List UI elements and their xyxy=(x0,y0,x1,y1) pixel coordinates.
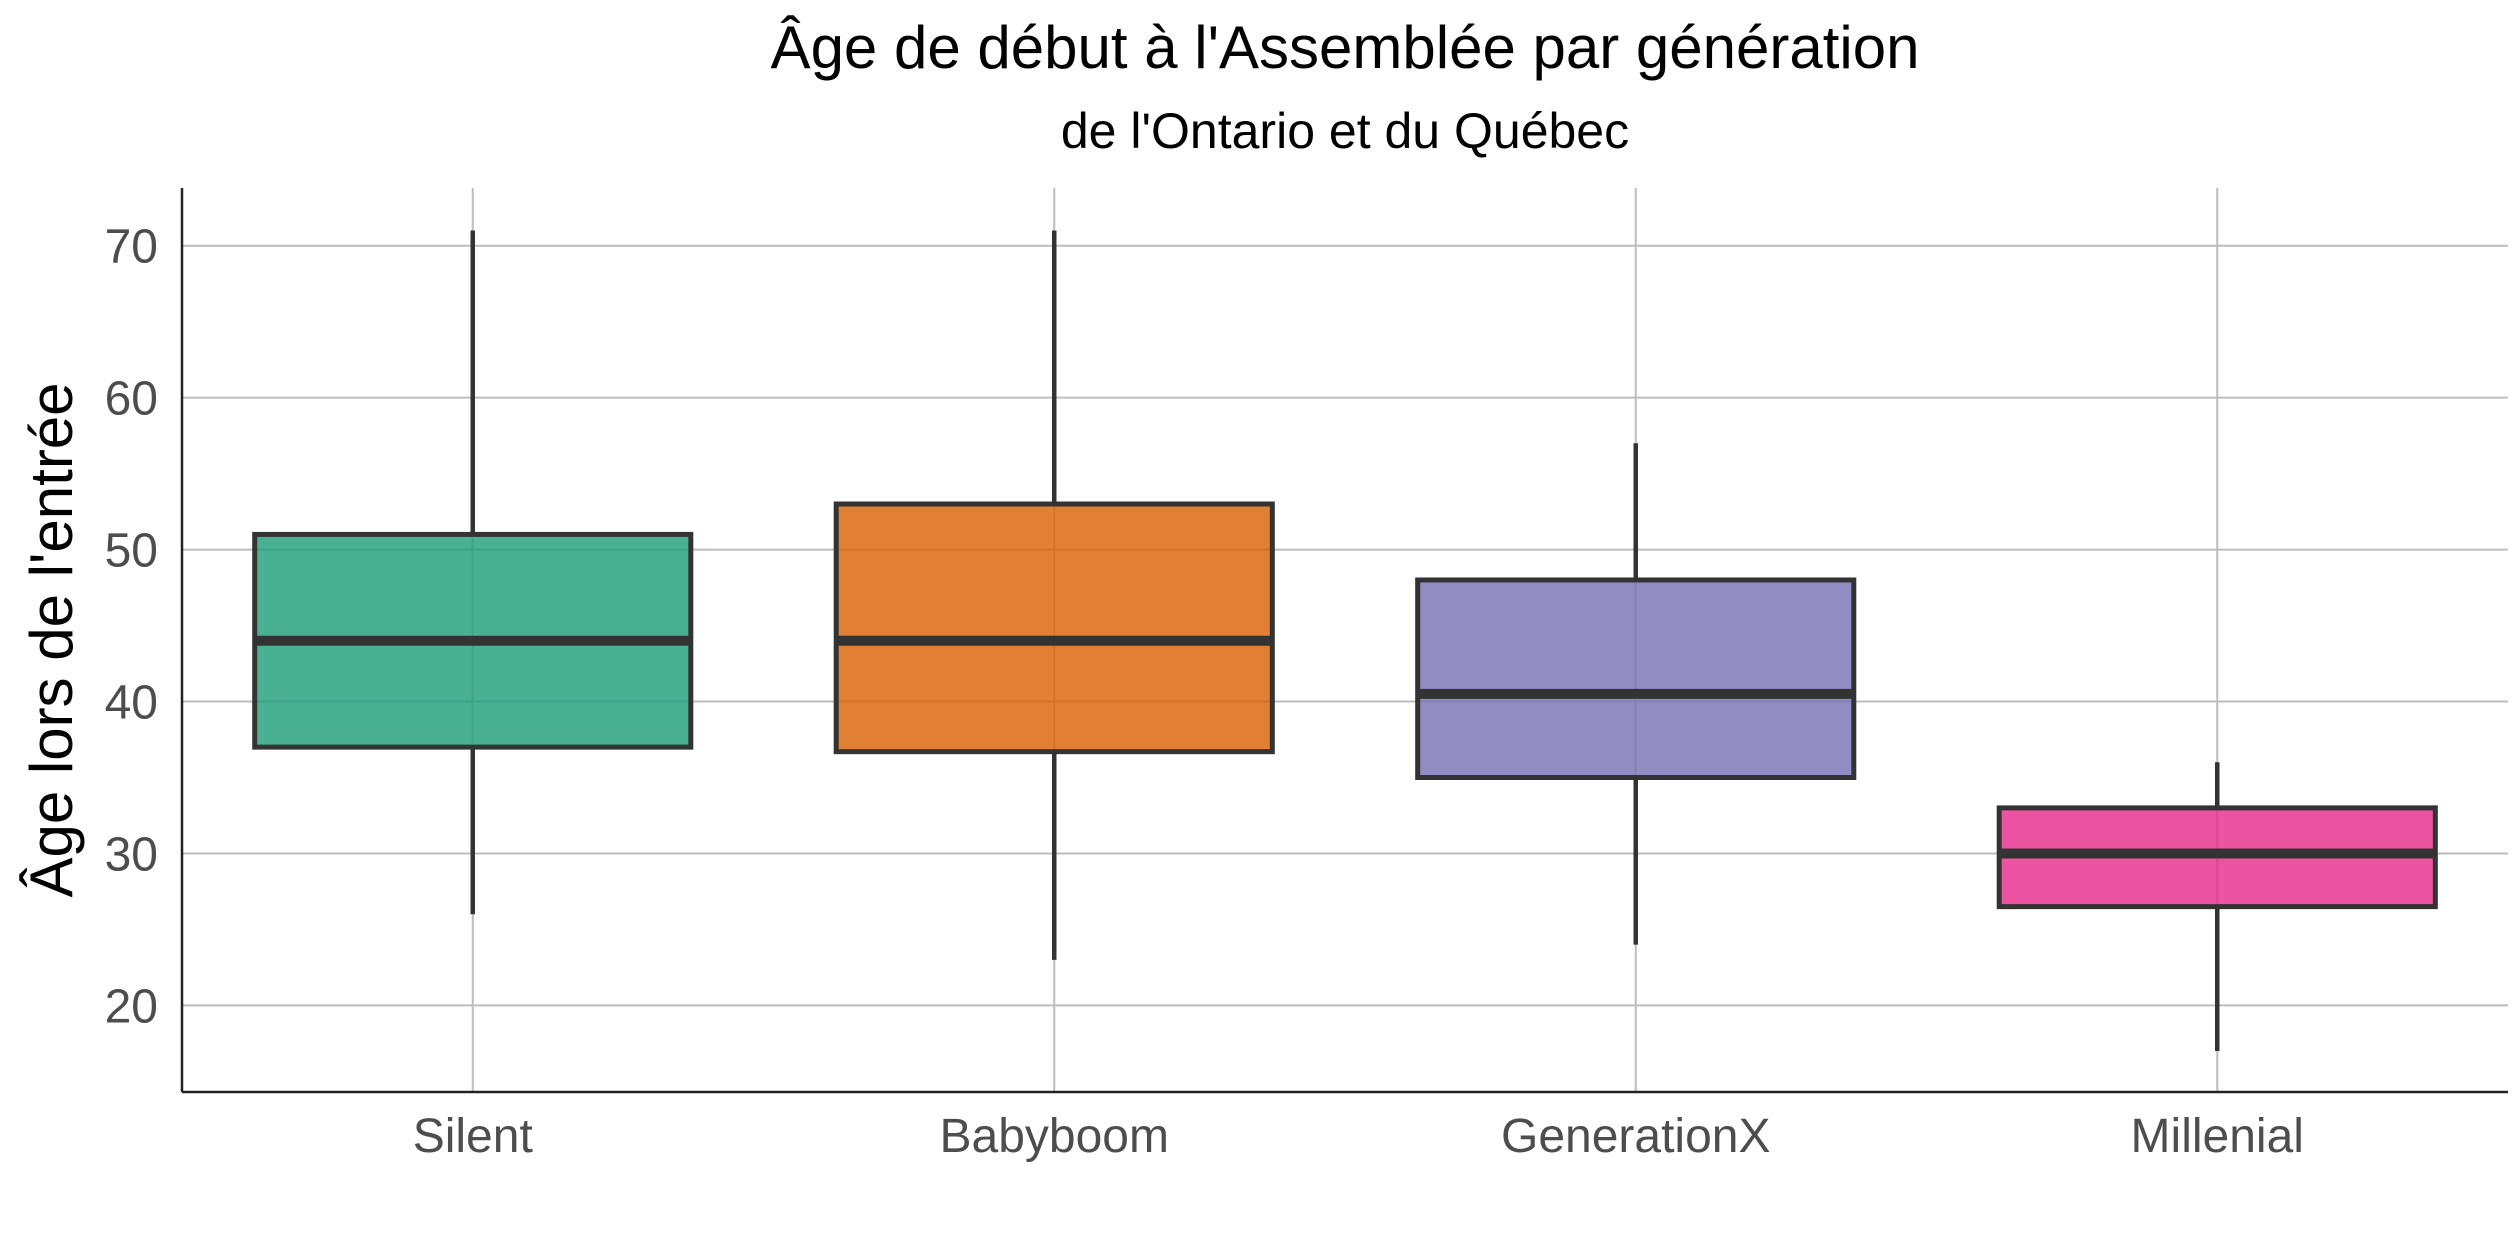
axes xyxy=(180,188,2508,1094)
y-tick-label: 20 xyxy=(105,980,158,1033)
box-silent xyxy=(252,230,694,915)
y-tick-label: 30 xyxy=(105,828,158,881)
x-tick-label: Babyboom xyxy=(940,1110,1169,1163)
x-tick-label: Millenial xyxy=(2131,1110,2304,1163)
y-tick-label: 60 xyxy=(105,373,158,426)
iqr-box xyxy=(833,501,1275,755)
chart-title: Âge de début à l'Assemblée par génératio… xyxy=(771,14,1920,81)
box-babyboom xyxy=(833,230,1275,960)
box-millenial xyxy=(1996,762,2438,1051)
y-axis-label: Âge lors de l'entrée xyxy=(18,382,85,897)
y-tick-label: 50 xyxy=(105,525,158,578)
x-tick-label: GenerationX xyxy=(1501,1110,1771,1163)
tick-labels: 20 30 40 50 60 70 Silent Babyboom GenerationX Mil… xyxy=(105,221,2304,1163)
x-tick-label: Silent xyxy=(413,1110,533,1163)
iqr-box xyxy=(1415,577,1857,780)
y-tick-label: 70 xyxy=(105,221,158,274)
chart-subtitle: de l'Ontario et du Québec xyxy=(1061,103,1629,159)
boxes xyxy=(252,230,2438,1051)
y-tick-label: 40 xyxy=(105,677,158,730)
box-generationx xyxy=(1415,443,1857,945)
